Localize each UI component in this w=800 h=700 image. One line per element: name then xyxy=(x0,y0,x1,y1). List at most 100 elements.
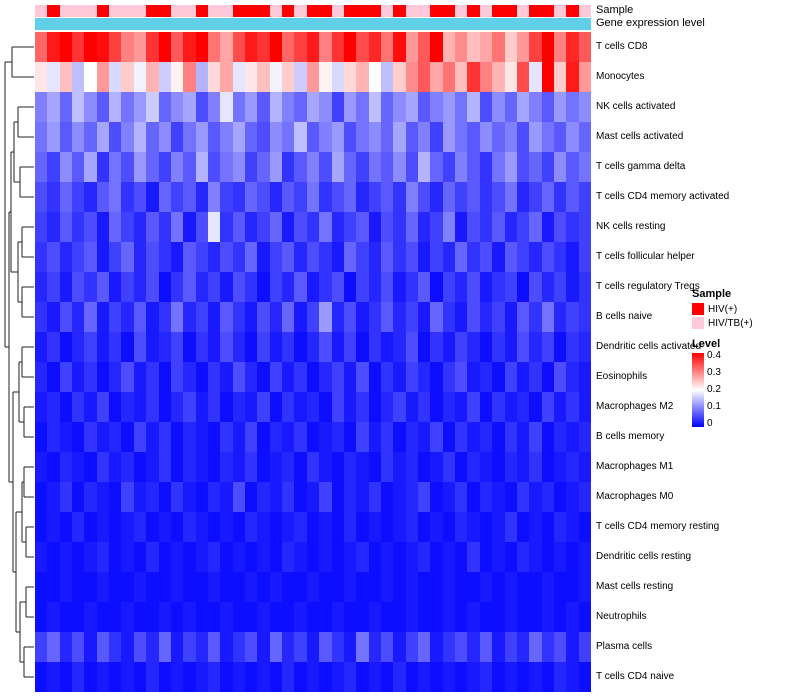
heatmap-cell xyxy=(109,632,122,662)
heatmap-cell xyxy=(294,332,307,362)
heatmap-cell xyxy=(84,392,97,422)
heatmap-cell xyxy=(207,92,221,122)
heatmap-cell xyxy=(294,182,307,212)
heatmap-cell xyxy=(529,422,542,452)
heatmap-cell xyxy=(553,452,567,482)
heatmap-cell xyxy=(442,152,456,182)
heatmap-cell xyxy=(59,122,73,152)
heatmap-cell xyxy=(356,512,369,542)
heatmap-cell xyxy=(516,452,530,482)
row-dendrogram xyxy=(2,32,34,692)
heatmap-cell xyxy=(133,512,147,542)
heatmap-cell xyxy=(59,542,73,572)
heatmap-cell xyxy=(380,272,394,302)
heatmap-cell xyxy=(257,242,270,272)
heatmap-cell xyxy=(96,122,110,152)
heatmap-cell xyxy=(269,92,283,122)
heatmap-cell xyxy=(418,32,431,62)
heatmap-cell xyxy=(442,452,456,482)
heatmap-cell xyxy=(282,62,295,92)
heatmap-cell xyxy=(183,542,196,572)
heatmap-cell xyxy=(133,302,147,332)
heatmap-cell xyxy=(368,92,381,122)
sample-annotation-cell xyxy=(442,5,456,17)
row-label: NK cells activated xyxy=(596,101,676,112)
level-colorbar-ticks: 0.4 0.3 0.2 0.1 0 xyxy=(707,351,721,429)
heatmap-cell xyxy=(319,632,332,662)
heatmap-cell xyxy=(35,242,48,272)
heatmap-cell xyxy=(541,632,554,662)
heatmap-cell xyxy=(195,212,208,242)
heatmap-cell xyxy=(47,602,60,632)
heatmap-cell xyxy=(578,602,591,632)
heatmap-cell xyxy=(442,572,456,602)
legend-swatch xyxy=(692,303,704,315)
heatmap-cell xyxy=(35,182,48,212)
heatmap-cell xyxy=(245,32,258,62)
heatmap-cell xyxy=(455,662,468,692)
heatmap-cell xyxy=(319,62,332,92)
heatmap-cell xyxy=(207,572,221,602)
row-label: T cells CD4 memory activated xyxy=(596,191,730,202)
heatmap-cell xyxy=(455,32,468,62)
heatmap-cell xyxy=(257,182,270,212)
heatmap-cell xyxy=(356,302,369,332)
sample-annotation-cell xyxy=(96,5,110,17)
heatmap-cell xyxy=(306,572,320,602)
heatmap-cell xyxy=(368,272,381,302)
heatmap-cell xyxy=(393,62,406,92)
heatmap-cell xyxy=(195,332,208,362)
heatmap-cell xyxy=(96,422,110,452)
heatmap-cell xyxy=(282,452,295,482)
heatmap-cell xyxy=(455,602,468,632)
heatmap-cell xyxy=(257,32,270,62)
heatmap-cell xyxy=(343,572,357,602)
heatmap-cell xyxy=(529,212,542,242)
heatmap-cell xyxy=(183,512,196,542)
heatmap-cell xyxy=(220,212,233,242)
heatmap-cell xyxy=(35,302,48,332)
heatmap-cell xyxy=(553,422,567,452)
level-colorbar xyxy=(692,353,704,427)
heatmap-cell xyxy=(319,242,332,272)
heatmap-cell xyxy=(282,272,295,302)
heatmap-cell xyxy=(504,632,517,662)
heatmap-cell xyxy=(467,152,480,182)
heatmap-cell xyxy=(294,602,307,632)
heatmap-cell xyxy=(467,452,480,482)
heatmap-cell xyxy=(368,602,381,632)
heatmap-cell xyxy=(380,512,394,542)
heatmap-cell xyxy=(504,602,517,632)
heatmap-cell xyxy=(96,92,110,122)
heatmap-cell xyxy=(541,92,554,122)
row-label: T cells regulatory Tregs xyxy=(596,281,700,292)
heatmap-cell xyxy=(170,32,184,62)
heatmap-cell xyxy=(158,632,171,662)
heatmap-cell xyxy=(430,302,443,332)
heatmap-cell xyxy=(47,392,60,422)
heatmap-cell xyxy=(282,362,295,392)
heatmap-cell xyxy=(133,542,147,572)
heatmap-cell xyxy=(380,122,394,152)
heatmap-cell xyxy=(553,332,567,362)
heatmap-cell xyxy=(331,272,344,302)
heatmap-cell xyxy=(170,362,184,392)
heatmap-cell xyxy=(183,572,196,602)
heatmap-cell xyxy=(356,362,369,392)
heatmap-cell xyxy=(183,302,196,332)
heatmap-cell xyxy=(121,302,134,332)
heatmap-cell xyxy=(183,422,196,452)
heatmap-cell xyxy=(430,422,443,452)
heatmap-cell xyxy=(133,92,147,122)
heatmap-cell xyxy=(566,362,579,392)
heatmap-cell xyxy=(232,602,246,632)
heatmap-cell xyxy=(405,392,419,422)
heatmap-cell xyxy=(121,272,134,302)
sample-annotation-cell xyxy=(269,5,283,17)
heatmap-cell xyxy=(282,242,295,272)
heatmap-cell xyxy=(479,602,493,632)
heatmap-cell xyxy=(356,452,369,482)
heatmap-cell xyxy=(220,452,233,482)
heatmap-cell xyxy=(492,152,505,182)
heatmap-cell xyxy=(84,422,97,452)
